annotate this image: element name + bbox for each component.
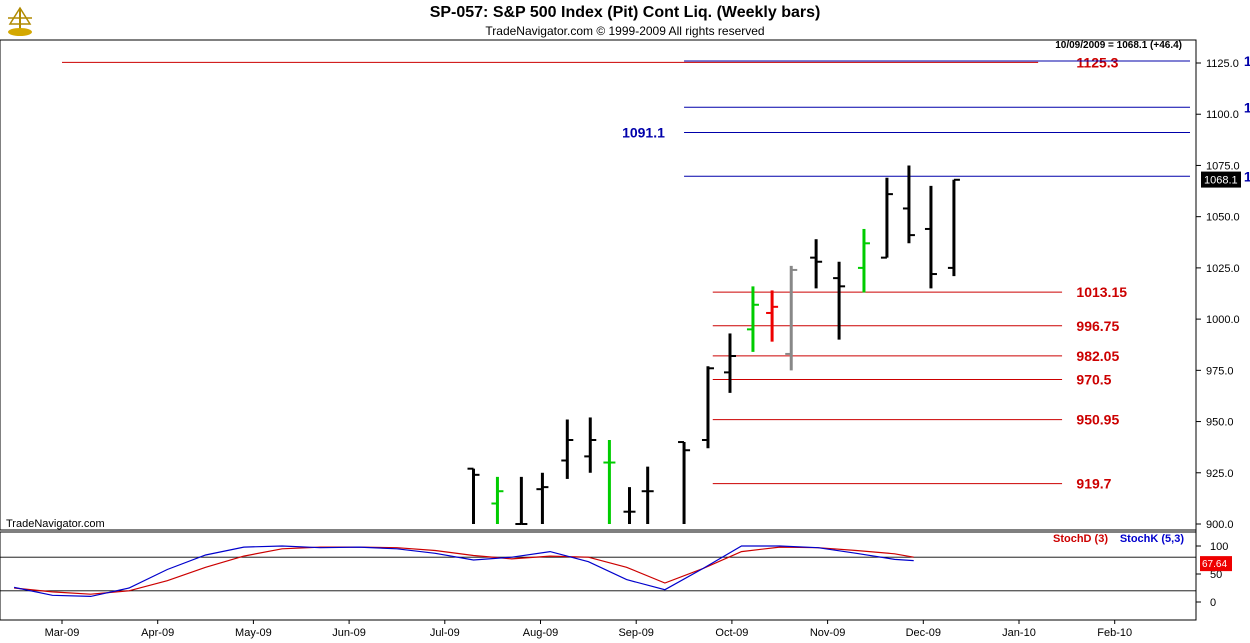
- last-price-label: 1068.1: [1204, 175, 1238, 187]
- stoch-series-line: [13, 545, 914, 598]
- chart-panels: [0, 39, 1197, 621]
- tradenavigator-logo-icon: [4, 4, 36, 38]
- level-label: 1013.15: [1076, 284, 1127, 300]
- ohlc-bar: [561, 419, 574, 479]
- ohlc-bar: [857, 228, 870, 293]
- ohlc-bar: [833, 261, 846, 340]
- time-tick-label: Apr-09: [141, 627, 174, 639]
- time-axis: Mar-09 Apr-09 May-09 Jun-09 Jul-09 Aug-09 Sep-…: [45, 620, 1132, 639]
- level-label: 982.05: [1076, 348, 1119, 364]
- last-price-info: 10/09/2009 = 1068.1 (+46.4): [1055, 40, 1182, 51]
- time-tick-label: Jul-09: [430, 627, 460, 639]
- ohlc-bar: [785, 265, 798, 371]
- level-label: 1103.4: [1244, 99, 1250, 115]
- chart-title: SP-057: S&P 500 Index (Pit) Cont Liq. (W…: [429, 4, 821, 21]
- price-tick-label: 1125.0: [1206, 58, 1239, 70]
- chart-subtitle: TradeNavigator.com © 1999-2009 All right…: [485, 24, 765, 38]
- ohlc-bar: [746, 286, 759, 352]
- price-tick-label: 975.0: [1206, 365, 1234, 377]
- level-label: 1069.7: [1244, 168, 1250, 184]
- ohlc-bar: [924, 185, 937, 289]
- time-tick-label: Jan-10: [1002, 627, 1036, 639]
- price-panel-frame: [0, 39, 1197, 531]
- price-tick-label: 900.0: [1206, 519, 1234, 531]
- time-tick-label: Nov-09: [810, 627, 845, 639]
- legend-stochd: StochD (3): [1053, 533, 1108, 545]
- level-label: 1125.3: [1076, 54, 1118, 70]
- price-bars: [467, 165, 960, 525]
- price-tick-label: 1050.0: [1206, 212, 1240, 224]
- time-tick-label: Dec-09: [906, 627, 941, 639]
- price-tick-label: 925.0: [1206, 468, 1234, 480]
- stoch-tick-label: 100: [1210, 541, 1228, 553]
- stoch-last-label: 67.64: [1202, 559, 1227, 570]
- ohlc-bar: [491, 476, 504, 524]
- time-tick-label: Mar-09: [45, 627, 80, 639]
- time-tick-label: Feb-10: [1097, 627, 1132, 639]
- stoch-panel-frame: [0, 531, 1197, 621]
- ohlc-bar: [880, 177, 893, 259]
- time-tick-label: May-09: [235, 627, 272, 639]
- price-tick-label: 950.0: [1206, 417, 1234, 429]
- level-label: 950.95: [1076, 412, 1119, 428]
- level-label: 1126.0: [1244, 53, 1250, 69]
- legend-stochk: StochK (5,3): [1120, 533, 1185, 545]
- watermark-text: TradeNavigator.com: [6, 518, 105, 530]
- ohlc-bar: [467, 467, 480, 524]
- price-tick-label: 1000.0: [1206, 314, 1240, 326]
- ohlc-bar: [623, 487, 636, 524]
- ohlc-bar: [723, 333, 736, 393]
- ohlc-bar: [902, 165, 915, 244]
- level-label: 919.7: [1076, 476, 1111, 492]
- level-lines: 1125.3 1126.0 1103.4 1091.1 1069.7 1013.15 996…: [62, 53, 1250, 492]
- ohlc-bar: [678, 441, 691, 524]
- stoch-last-box: [1200, 556, 1232, 572]
- time-tick-label: Aug-09: [523, 627, 558, 639]
- ohlc-bar: [701, 366, 714, 449]
- stoch-tick-label: 0: [1210, 597, 1216, 609]
- stochastic-panel: 100 50 0 StochD (3) StochK (5,3) 67.64: [0, 533, 1232, 609]
- stoch-tick-label: 50: [1210, 569, 1222, 581]
- level-label: 996.75: [1076, 318, 1119, 334]
- ohlc-bar: [766, 290, 779, 342]
- ohlc-bar: [947, 178, 960, 277]
- price-axis: 900.0 925.0 950.0 975.0 1000.0 1025.0 1050.0 10…: [1196, 58, 1241, 531]
- ohlc-bar: [515, 476, 528, 525]
- time-tick-label: Sep-09: [618, 627, 653, 639]
- ohlc-bar: [641, 466, 654, 524]
- ohlc-bar: [603, 439, 616, 524]
- time-tick-label: Jun-09: [332, 627, 366, 639]
- time-tick-label: Oct-09: [715, 627, 748, 639]
- level-label: 1091.1: [622, 124, 665, 140]
- ohlc-bar: [536, 472, 549, 524]
- price-tick-label: 1025.0: [1206, 263, 1240, 275]
- stoch-series-line: [14, 546, 914, 595]
- level-label: 970.5: [1076, 372, 1111, 388]
- ohlc-bar: [584, 417, 597, 473]
- price-tick-label: 1075.0: [1206, 160, 1240, 172]
- ohlc-bar: [810, 239, 823, 289]
- last-price-box: [1201, 171, 1241, 188]
- price-tick-label: 1100.0: [1206, 109, 1239, 121]
